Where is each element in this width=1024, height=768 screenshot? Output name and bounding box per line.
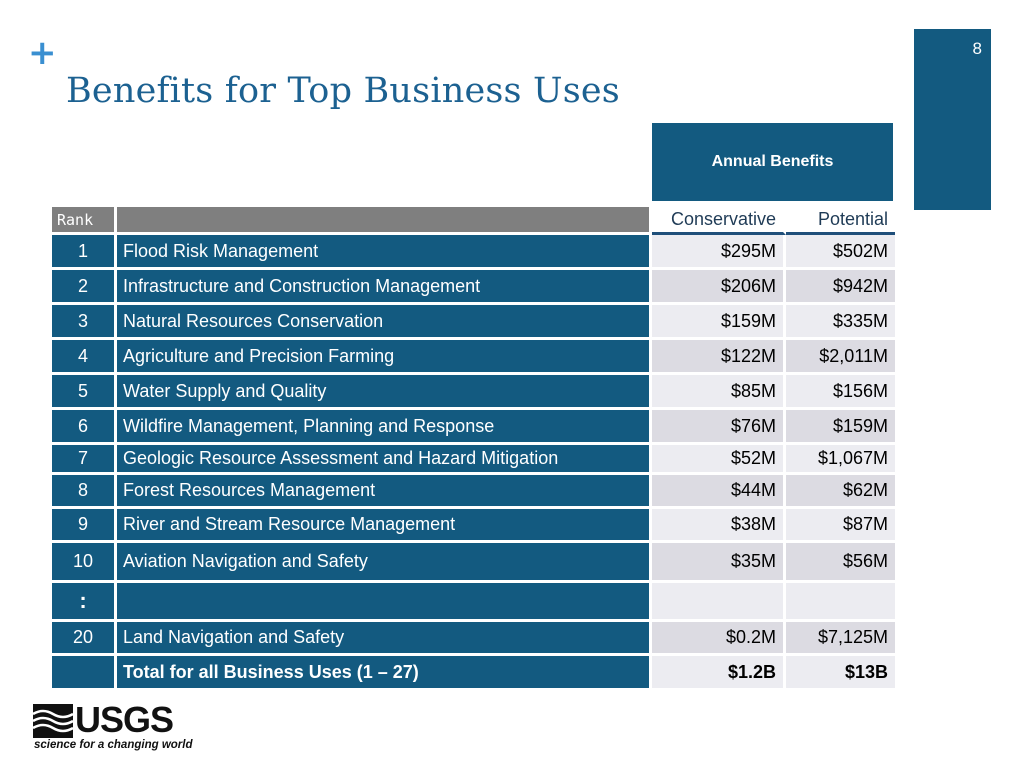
rank-cell: 2 xyxy=(52,270,117,305)
potential-cell: $335M xyxy=(786,305,895,340)
conservative-cell: $52M xyxy=(652,445,786,475)
rank-cell: 20 xyxy=(52,622,117,656)
conservative-column-header: Conservative xyxy=(652,207,786,235)
rank-cell: : xyxy=(52,583,117,622)
rank-cell: 5 xyxy=(52,375,117,410)
table-row: 1 Flood Risk Management $295M $502M xyxy=(52,235,895,270)
use-column-header xyxy=(117,207,652,235)
table-row: : xyxy=(52,583,895,622)
potential-cell xyxy=(786,583,895,622)
potential-cell: $7,125M xyxy=(786,622,895,656)
conservative-cell: $38M xyxy=(652,509,786,543)
use-cell: Agriculture and Precision Farming xyxy=(117,340,652,375)
use-cell: Geologic Resource Assessment and Hazard … xyxy=(117,445,652,475)
table-row: 9 River and Stream Resource Management $38… xyxy=(52,509,895,543)
use-cell xyxy=(117,583,652,622)
conservative-cell: $159M xyxy=(652,305,786,340)
usgs-wave-icon xyxy=(33,704,73,738)
total-label-cell: Total for all Business Uses (1 – 27) xyxy=(117,656,652,691)
use-cell: Water Supply and Quality xyxy=(117,375,652,410)
benefits-table: Rank Conservative Potential 1 Flood Risk … xyxy=(52,207,895,691)
potential-cell: $2,011M xyxy=(786,340,895,375)
use-cell: Aviation Navigation and Safety xyxy=(117,543,652,583)
table-row: 5 Water Supply and Quality $85M $156M xyxy=(52,375,895,410)
use-cell: Natural Resources Conservation xyxy=(117,305,652,340)
table-row: 4 Agriculture and Precision Farming $122M $… xyxy=(52,340,895,375)
table-header-row: Rank Conservative Potential xyxy=(52,207,895,235)
table-row: 8 Forest Resources Management $44M $62M xyxy=(52,475,895,509)
table-row: 6 Wildfire Management, Planning and Respo… xyxy=(52,410,895,445)
conservative-cell: $206M xyxy=(652,270,786,305)
table-row: 2 Infrastructure and Construction Managem… xyxy=(52,270,895,305)
conservative-cell: $35M xyxy=(652,543,786,583)
table-row: 3 Natural Resources Conservation $159M $335… xyxy=(52,305,895,340)
use-cell: Infrastructure and Construction Manageme… xyxy=(117,270,652,305)
use-cell: Forest Resources Management xyxy=(117,475,652,509)
conservative-cell xyxy=(652,583,786,622)
table-row: 20 Land Navigation and Safety $0.2M $7,125M xyxy=(52,622,895,656)
conservative-cell: $295M xyxy=(652,235,786,270)
use-cell: Flood Risk Management xyxy=(117,235,652,270)
potential-cell: $62M xyxy=(786,475,895,509)
table-total-row: Total for all Business Uses (1 – 27) $1.… xyxy=(52,656,895,691)
rank-cell: 6 xyxy=(52,410,117,445)
rank-cell: 10 xyxy=(52,543,117,583)
total-rank-cell xyxy=(52,656,117,691)
usgs-logo: USGS science for a changing world xyxy=(33,699,192,756)
conservative-cell: $0.2M xyxy=(652,622,786,656)
usgs-logo-text: USGS xyxy=(75,699,174,740)
rank-cell: 4 xyxy=(52,340,117,375)
conservative-cell: $44M xyxy=(652,475,786,509)
rank-cell: 7 xyxy=(52,445,117,475)
use-cell: River and Stream Resource Management xyxy=(117,509,652,543)
rank-cell: 9 xyxy=(52,509,117,543)
potential-cell: $87M xyxy=(786,509,895,543)
slide-number-box: 8 xyxy=(914,29,991,210)
usgs-tagline: science for a changing world xyxy=(34,739,193,751)
potential-cell: $502M xyxy=(786,235,895,270)
potential-cell: $942M xyxy=(786,270,895,305)
total-conservative-cell: $1.2B xyxy=(652,656,786,691)
use-cell: Wildfire Management, Planning and Respon… xyxy=(117,410,652,445)
rank-cell: 1 xyxy=(52,235,117,270)
potential-cell: $1,067M xyxy=(786,445,895,475)
total-potential-cell: $13B xyxy=(786,656,895,691)
slide-number: 8 xyxy=(972,39,982,58)
rank-cell: 3 xyxy=(52,305,117,340)
plus-icon: + xyxy=(28,33,57,73)
potential-cell: $56M xyxy=(786,543,895,583)
annual-benefits-header: Annual Benefits xyxy=(652,123,893,201)
conservative-cell: $85M xyxy=(652,375,786,410)
potential-cell: $156M xyxy=(786,375,895,410)
rank-column-header: Rank xyxy=(52,207,117,235)
rank-cell: 8 xyxy=(52,475,117,509)
table-row: 7 Geologic Resource Assessment and Hazard… xyxy=(52,445,895,475)
conservative-cell: $76M xyxy=(652,410,786,445)
table-row: 10 Aviation Navigation and Safety $35M $56M xyxy=(52,543,895,583)
potential-column-header: Potential xyxy=(786,207,895,235)
use-cell: Land Navigation and Safety xyxy=(117,622,652,656)
conservative-cell: $122M xyxy=(652,340,786,375)
page-title: Benefits for Top Business Uses xyxy=(66,71,620,111)
table-body: 1 Flood Risk Management $295M $502M 2 Infrast… xyxy=(52,235,895,656)
potential-cell: $159M xyxy=(786,410,895,445)
